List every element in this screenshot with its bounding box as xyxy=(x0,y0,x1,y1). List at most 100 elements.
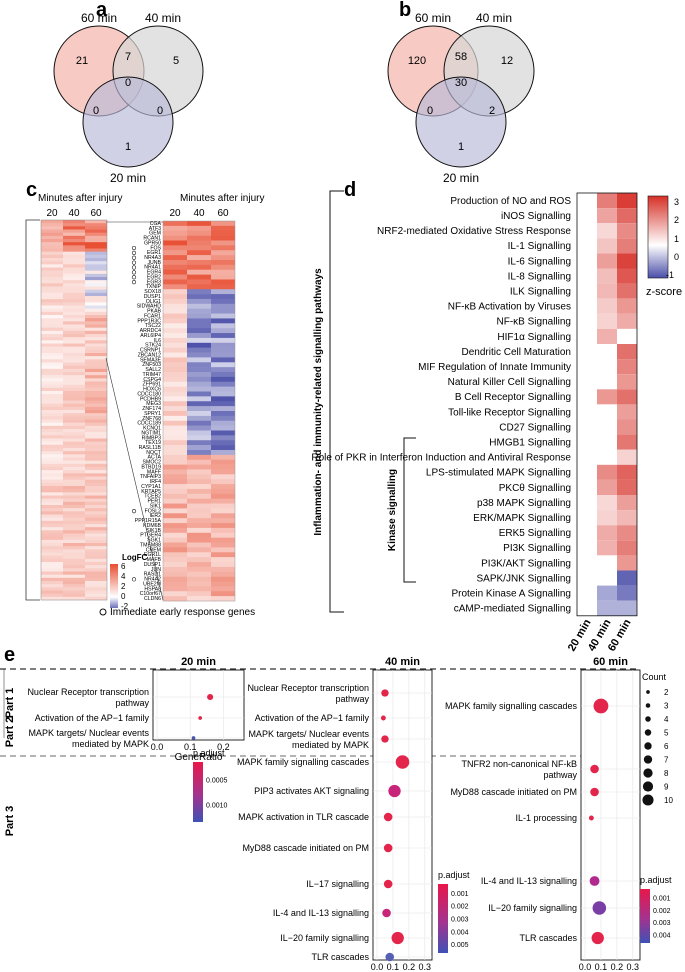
heatmap-d-legend: 3 2 1 0 -1 z-score xyxy=(646,195,682,298)
zoom-cell xyxy=(211,245,235,251)
gene-label-ngtim1: NGTIM1 xyxy=(141,430,161,436)
zoom-cell xyxy=(187,440,211,446)
overview-cell xyxy=(85,356,107,360)
overview-cell xyxy=(85,340,107,344)
zoom-cell xyxy=(163,596,187,602)
overview-cell xyxy=(41,391,63,395)
overview-cell xyxy=(41,476,63,480)
count-legend-tick: 5 xyxy=(664,729,669,738)
heatmap-d-cell xyxy=(577,268,597,284)
overview-cell xyxy=(63,577,85,582)
heatmap-d-group1-bracket xyxy=(329,190,344,613)
gene-label-kdm6b: KDM6B xyxy=(143,523,161,529)
overview-cell xyxy=(63,546,85,550)
count-legend-dot xyxy=(645,716,651,722)
gene-label-arl6ip4: ARL6IP4 xyxy=(140,333,161,339)
zoom-cell xyxy=(211,376,235,383)
overview-cell xyxy=(63,359,85,363)
heatmap-d-legend-tick-1: 1 xyxy=(674,234,679,244)
dotplot-x-tick: 0.1 xyxy=(184,742,197,752)
overview-cell xyxy=(63,590,85,594)
overview-cell xyxy=(63,327,85,332)
zoom-cell xyxy=(211,269,235,275)
heatmap-d-cell xyxy=(577,193,597,209)
gene-label-tnfaip3: TNFAIP3 xyxy=(140,474,161,480)
count-legend-tick: 10 xyxy=(664,796,673,805)
overview-cell xyxy=(85,315,107,319)
heatmap-d-row-label: p38 MAPK Signalling xyxy=(477,498,571,509)
zoom-cell xyxy=(163,308,187,314)
dotplot-point xyxy=(589,876,600,886)
overview-cell xyxy=(41,403,63,408)
overview-cell xyxy=(85,270,107,275)
zoom-cell xyxy=(163,401,187,407)
heatmap-d-cell xyxy=(577,540,597,556)
heatmap-d-cell xyxy=(577,495,597,511)
overview-cell xyxy=(41,530,63,534)
overview-cell xyxy=(85,501,107,506)
zoom-cell xyxy=(163,537,187,543)
overview-cell xyxy=(41,508,63,512)
dotplot-row-label: MAPK targets/ Nuclear events mediated by … xyxy=(248,729,369,750)
overview-cell xyxy=(85,492,107,496)
heatmap-d-cell xyxy=(597,555,617,571)
venn-a-label-40: 40 min xyxy=(145,11,181,25)
dotplot-row-label: Activation of the AP−1 family xyxy=(35,713,150,723)
heatmap-d-row: NF-κB Signalling xyxy=(497,313,637,329)
overview-cell xyxy=(85,533,107,537)
heatmap-d-legend-bar xyxy=(647,195,669,279)
dotplot-point xyxy=(592,901,607,915)
heatmap-d-cell xyxy=(617,298,637,314)
zoom-cell xyxy=(187,347,211,353)
zoom-cell xyxy=(163,557,187,563)
venn-a-count-60-40: 7 xyxy=(125,51,131,63)
panel-d-label: d xyxy=(344,179,356,201)
heatmap-c-right-col-40: 40 xyxy=(193,208,205,219)
overview-cell xyxy=(41,220,63,224)
venn-b: b 60 min 40 min 20 min 120 12 1 58 0 2 3… xyxy=(387,0,535,185)
zoom-cell xyxy=(163,503,187,509)
heatmap-d-cell xyxy=(597,328,617,344)
overview-cell xyxy=(63,410,85,414)
overview-cell xyxy=(85,403,107,408)
overview-cell xyxy=(85,422,107,427)
overview-cell xyxy=(41,397,63,401)
padj-legend-tick: 0.001 xyxy=(451,891,469,898)
zoom-cell xyxy=(211,566,235,573)
overview-cell xyxy=(63,353,85,357)
overview-cell xyxy=(85,467,107,471)
overview-cell xyxy=(85,346,107,351)
overview-cell xyxy=(85,305,107,309)
zoom-cell xyxy=(163,250,187,256)
zoom-cell xyxy=(187,581,211,587)
dotplot-row-label: MAPK targets/ Nuclear events mediated by … xyxy=(28,728,149,749)
heatmap-d-row: IL-6 Signalling xyxy=(508,253,637,269)
overview-cell xyxy=(41,571,63,575)
zoom-cell xyxy=(211,255,235,261)
gene-label-sik1: SIK1 xyxy=(150,503,161,509)
zoom-cell xyxy=(187,479,211,485)
overview-cell xyxy=(63,349,85,354)
zoom-cell xyxy=(163,430,187,436)
overview-cell xyxy=(85,324,107,328)
overview-cell xyxy=(41,467,63,471)
heatmap-d-cell xyxy=(577,570,597,586)
dotplot-row-label: Nuclear Receptor transcription pathway xyxy=(247,683,369,704)
heatmap-d-cell xyxy=(617,389,637,405)
heatmap-d-cell xyxy=(617,525,637,541)
heatmap-d-cell xyxy=(577,238,597,254)
padj-legend-title: p.adjust xyxy=(193,748,225,758)
overview-cell xyxy=(63,463,85,468)
venn-b-count-only60: 120 xyxy=(408,55,426,67)
heatmap-d-cell xyxy=(597,238,617,254)
overview-cell xyxy=(41,568,63,572)
heatmap-c-legend-tick-2: 2 xyxy=(121,582,126,591)
heatmap-c-legend-tick-4: 4 xyxy=(121,572,126,581)
zoom-cell xyxy=(163,381,187,387)
overview-cell xyxy=(85,558,107,563)
venn-b-count-60-40: 58 xyxy=(455,51,467,63)
overview-cell xyxy=(85,381,107,385)
heatmap-d-cell xyxy=(617,449,637,465)
overview-cell xyxy=(41,340,63,344)
